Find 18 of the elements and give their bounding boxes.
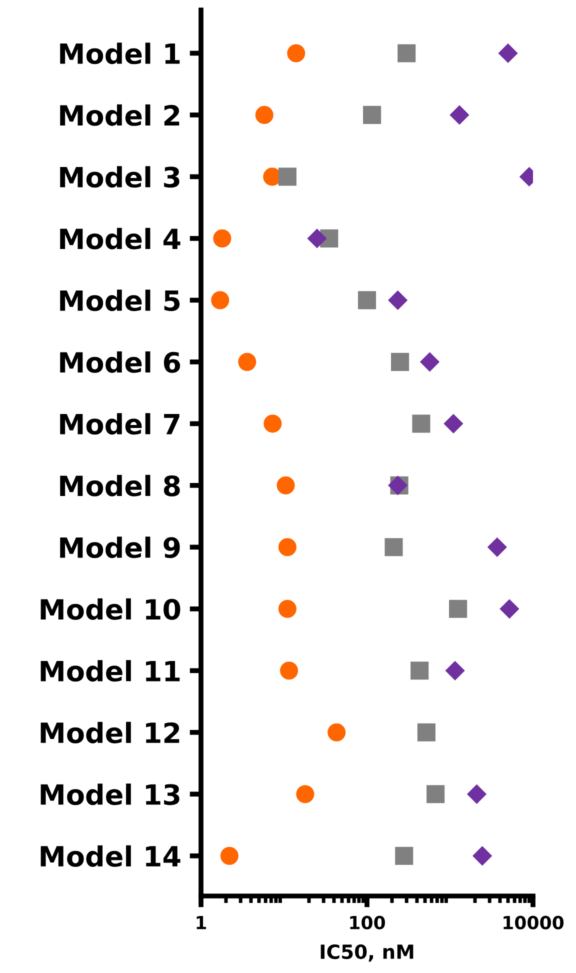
y-tick-label: Model 7: [60, 413, 180, 435]
y-tick-label: Model 12: [40, 722, 180, 744]
y-tick-label: Model 14: [40, 845, 180, 867]
y-tick-label: Model 11: [40, 660, 180, 682]
y-tick-label: Model 4: [60, 228, 180, 250]
x-tick-label: 10000: [504, 916, 564, 930]
x-axis-title: IC50, nM: [320, 944, 414, 962]
x-tick-label: 100: [350, 916, 385, 930]
y-tick-label: Model 13: [40, 784, 180, 806]
y-tick-label: Model 8: [60, 474, 180, 496]
y-tick-label: Model 2: [60, 104, 180, 126]
y-tick-label: Model 10: [40, 598, 180, 620]
x-tick-label: 1: [196, 916, 206, 930]
y-tick-label: Model 9: [60, 536, 180, 558]
y-tick-label: Model 6: [60, 351, 180, 373]
y-tick-label: Model 1: [60, 42, 180, 64]
y-tick-label: Model 5: [60, 290, 180, 312]
y-tick-label: Model 3: [60, 166, 180, 188]
